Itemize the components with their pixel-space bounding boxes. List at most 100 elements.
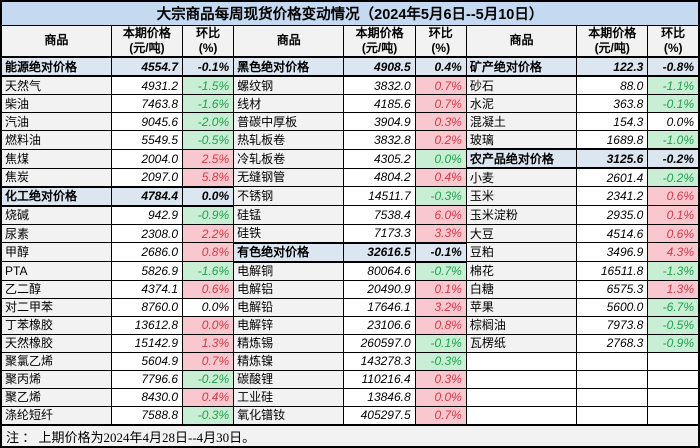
change-pct-cell: 0.7% (414, 94, 467, 114)
column-header-pct-2: 环比 (%) (414, 24, 467, 58)
commodity-name-cell: 普碳中厚板 (233, 112, 345, 132)
table-row: 焦煤 2004.0 2.5% 冷轧板卷 4305.2 0.0% 农产品绝对价格 3125.6-… (0, 148, 700, 170)
change-pct-cell (647, 387, 700, 407)
change-pct-cell: -0.5% (182, 130, 235, 150)
price-cell: 15142.9 (110, 333, 184, 353)
change-pct-cell: 3.2% (414, 297, 467, 317)
column-header-price-1: 本期价格 (元/吨) (110, 24, 184, 58)
price-cell: 2097.0 (110, 167, 184, 188)
commodity-name-cell: 焦煤 (0, 148, 112, 169)
commodity-name-cell: 线材 (233, 94, 345, 114)
change-pct-cell: -0.8% (647, 55, 700, 78)
commodity-name-cell (465, 387, 578, 407)
price-cell: 88.0 (576, 75, 649, 96)
table-row: 焦炭 2097.0 5.8% 无缝钢管 4804.2 0.4% 小麦 2601.4 -0.2% (0, 167, 700, 188)
price-cell: 143278.3 (343, 351, 416, 371)
price-cell (576, 405, 649, 426)
change-pct-cell: -1.1% (647, 75, 700, 96)
price-cell: 2768.3 (576, 333, 649, 353)
change-pct-cell: -0.2% (647, 167, 700, 188)
change-pct-cell: 1.3% (182, 333, 235, 353)
price-cell: 2341.2 (576, 186, 649, 207)
commodity-name-cell: 不锈钢 (233, 186, 345, 207)
price-cell: 2686.0 (110, 242, 184, 263)
commodity-name-cell: 乙二醇 (0, 279, 112, 299)
table-row: 尿素 2308.0 2.2% 硅铁 7173.3 3.3% 大豆 4514.6 0.6% (0, 223, 700, 244)
change-pct-cell: -0.3% (182, 405, 235, 426)
price-cell: 7796.6 (110, 369, 184, 389)
commodity-name-cell: 苹果 (465, 297, 578, 317)
commodity-name-cell: 混凝土 (465, 112, 578, 132)
commodity-name-cell: 白糖 (465, 279, 578, 299)
table-row: 烧碱 942.9 -0.9% 硅锰 7538.4 6.0% 玉米淀粉 2935.0 0.1% (0, 205, 700, 225)
price-cell: 405297.5 (343, 405, 416, 426)
table-row: 柴油 7463.8 -1.6% 线材 4185.6 0.7% 水泥 363.8 -0.1% (0, 94, 700, 114)
change-pct-cell: 0.4% (414, 55, 467, 78)
change-pct-cell: -1.6% (182, 94, 235, 114)
price-cell: 110216.4 (343, 369, 416, 389)
change-pct-cell: 4.3% (647, 242, 700, 263)
price-cell: 2935.0 (576, 205, 649, 225)
commodity-name-cell: 玉米淀粉 (465, 205, 578, 225)
change-pct-cell: 0.0% (647, 112, 700, 132)
price-cell: 4554.7 (110, 55, 184, 78)
price-cell: 13612.8 (110, 315, 184, 335)
table-body: 能源绝对价格 4554.7 -0.1% 黑色绝对价格 4908.5 0.4% 矿产绝对价格 1… (0, 55, 700, 426)
commodity-name-cell: 棉花 (465, 261, 578, 281)
change-pct-cell: 0.3% (414, 369, 467, 389)
commodity-name-cell: 涤纶短纤 (0, 405, 112, 426)
table-row: 聚乙烯 8430.0 0.4% 工业硅 13846.8 0.0% (0, 387, 700, 407)
commodity-name-cell: 烧碱 (0, 205, 112, 225)
price-cell: 5549.5 (110, 130, 184, 150)
change-pct-cell: -0.9% (647, 333, 700, 353)
commodity-name-cell: 农产品绝对价格 (465, 148, 578, 170)
change-pct-cell: -1.3% (647, 261, 700, 281)
commodity-name-cell: 玉米 (465, 186, 578, 207)
price-cell: 16511.8 (576, 261, 649, 281)
table-row: 乙二醇 4374.1 0.6% 电解铝 20490.9 0.1% 白糖 6575.3 1.3% (0, 279, 700, 299)
change-pct-cell: 0.6% (647, 186, 700, 207)
commodity-name-cell: 电解锌 (233, 315, 345, 335)
price-cell (576, 369, 649, 389)
change-pct-cell: -0.1% (414, 333, 467, 353)
price-cell: 7973.8 (576, 315, 649, 335)
change-pct-cell: -0.1% (414, 241, 467, 263)
change-pct-cell: -0.9% (182, 205, 235, 225)
table-row: 聚丙烯 7796.6 -0.2% 碳酸锂 110216.4 0.3% (0, 369, 700, 389)
table-row: 聚氯乙烯 5604.9 0.7% 精炼镍 143278.3 -0.3% (0, 351, 700, 371)
commodity-name-cell: 聚乙烯 (0, 387, 112, 407)
price-cell: 4804.2 (343, 167, 416, 188)
table-title: 大宗商品每周现货价格变动情况（2024年5月6日--5月10日） (0, 0, 700, 26)
change-pct-cell: 0.7% (414, 405, 467, 426)
change-pct-cell: 0.3% (414, 112, 467, 132)
change-pct-cell: 0.1% (414, 279, 467, 299)
change-pct-cell: 6.0% (414, 205, 467, 225)
price-cell: 154.3 (576, 112, 649, 132)
price-cell: 7588.8 (110, 405, 184, 426)
commodity-name-cell: 柴油 (0, 94, 112, 114)
price-cell: 80064.6 (343, 261, 416, 281)
table-row: 燃料油 5549.5 -0.5% 热轧板卷 3832.8 0.2% 玻璃 1689.8 -1.0… (0, 130, 700, 150)
price-cell: 8430.0 (110, 387, 184, 407)
commodity-name-cell: 无缝钢管 (233, 167, 345, 188)
change-pct-cell: -0.7% (414, 261, 467, 281)
change-pct-cell: -0.1% (182, 55, 235, 78)
price-cell: 2601.4 (576, 167, 649, 188)
change-pct-cell: -0.5% (647, 315, 700, 335)
change-pct-cell: 0.6% (182, 279, 235, 299)
price-cell: 7538.4 (343, 205, 416, 225)
change-pct-cell: 0.0% (414, 148, 467, 169)
commodity-name-cell: 天然气 (0, 75, 112, 96)
price-cell: 3125.6 (576, 148, 649, 170)
footnote: 注 ： 上期价格为2024年4月28日--4月30日。 (0, 424, 700, 448)
price-cell: 7463.8 (110, 94, 184, 114)
price-cell: 122.3 (576, 55, 649, 78)
change-pct-cell: 0.1% (647, 205, 700, 225)
commodity-name-cell: 豆粕 (465, 242, 578, 263)
column-header-commodity-2: 商品 (233, 24, 345, 58)
price-cell: 2308.0 (110, 223, 184, 244)
footnote-row: 注 ： 上期价格为2024年4月28日--4月30日。 (0, 424, 700, 448)
price-cell: 9045.6 (110, 112, 184, 132)
column-header-commodity-3: 商品 (465, 24, 578, 58)
